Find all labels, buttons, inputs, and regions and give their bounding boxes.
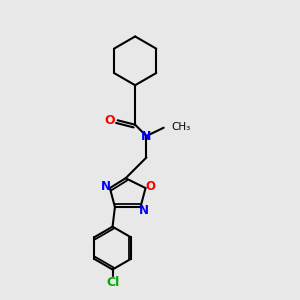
Text: Cl: Cl xyxy=(106,276,119,289)
Text: CH₃: CH₃ xyxy=(171,122,190,132)
Text: N: N xyxy=(139,204,149,217)
Text: O: O xyxy=(145,180,155,193)
Text: N: N xyxy=(141,130,152,142)
Text: O: O xyxy=(104,114,115,127)
Text: N: N xyxy=(100,180,110,193)
